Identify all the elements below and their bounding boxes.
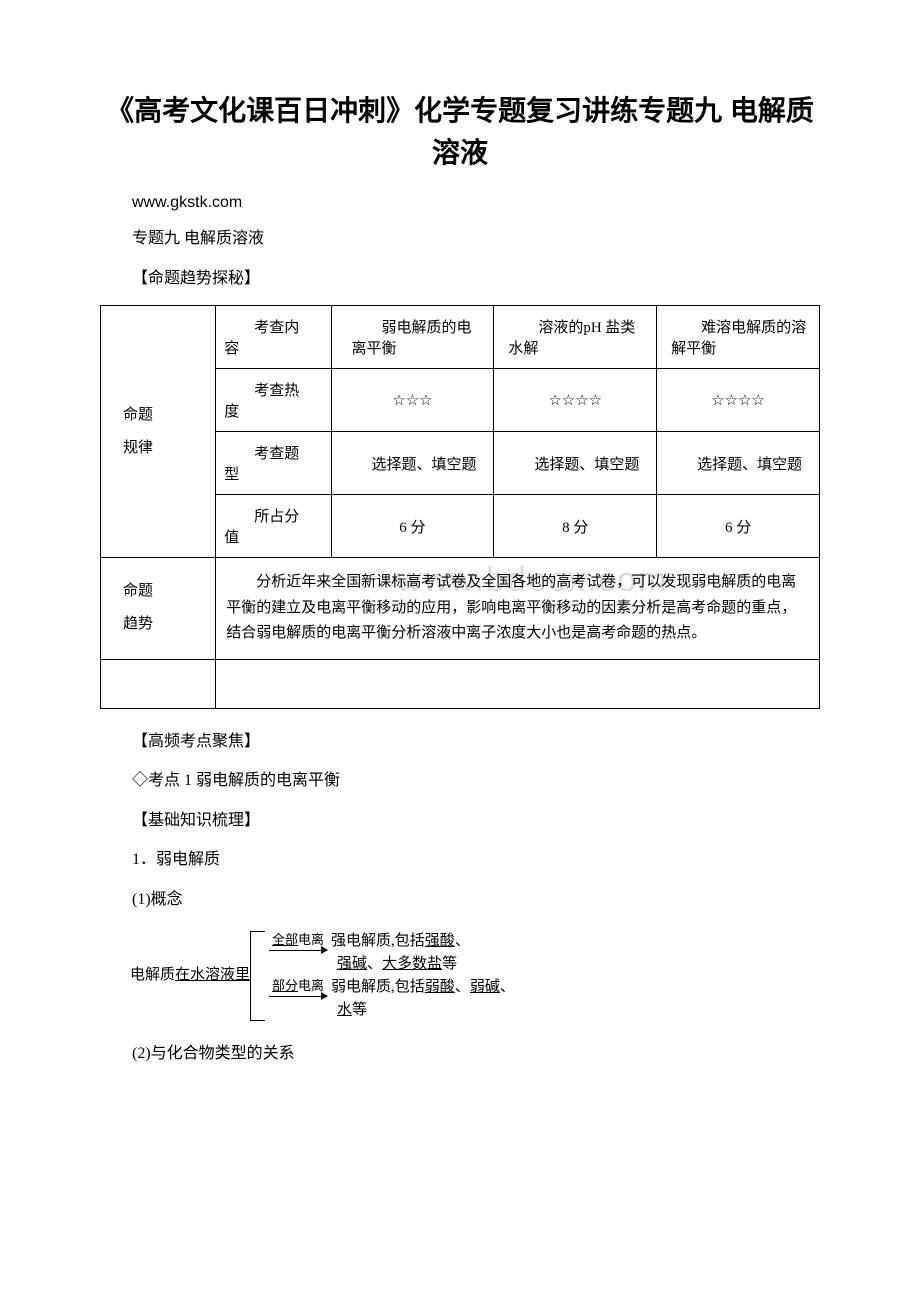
cell: ☆☆☆☆ — [494, 369, 657, 432]
lhs-underline: 在水溶液里 — [175, 965, 250, 986]
page-title: 《高考文化课百日冲刺》化学专题复习讲练专题九 电解质溶液 — [100, 90, 820, 174]
subtitle: 专题九 电解质溶液 — [100, 226, 820, 252]
section-heading-2: 【高频考点聚焦】 — [100, 729, 820, 755]
branch-1-line2: 强碱、大多数盐等 — [337, 954, 515, 975]
cell: 选择题、填空题 — [494, 432, 657, 495]
sub-label-heat: 考查热度 — [216, 369, 331, 432]
basic-heading: 【基础知识梳理】 — [100, 808, 820, 834]
cell: 难溶电解质的溶解平衡 — [657, 306, 820, 369]
table-row: 命题 规律 考查内容 弱电解质的电离平衡 溶液的pH 盐类水解 难溶电解质的溶解… — [101, 306, 820, 369]
concept-diagram: 电解质 在水溶液里 全部电离 强电解质,包括强酸、 强碱、大多数盐等 部分电离 … — [130, 927, 820, 1025]
table-row: 命题 趋势 www.bdocx.com 分析近年来全国新课标高考试卷及全国各地的… — [101, 558, 820, 660]
arrow-icon: 全部电离 — [269, 931, 327, 951]
trend-cell: www.bdocx.com 分析近年来全国新课标高考试卷及全国各地的高考试卷，可… — [216, 558, 820, 660]
heading-1: 1．弱电解质 — [100, 847, 820, 873]
branch-1: 全部电离 强电解质,包括强酸、 — [265, 931, 515, 952]
cell: 溶液的pH 盐类水解 — [494, 306, 657, 369]
exam-table: 命题 规律 考查内容 弱电解质的电离平衡 溶液的pH 盐类水解 难溶电解质的溶解… — [100, 305, 820, 709]
cell: 6 分 — [657, 495, 820, 558]
lhs-text: 电解质 — [130, 965, 175, 986]
cell: 8 分 — [494, 495, 657, 558]
cell: 6 分 — [331, 495, 494, 558]
row-label-trend: 命题 趋势 — [101, 558, 216, 660]
branch-2-line2: 水等 — [337, 1000, 515, 1021]
cell: ☆☆☆ — [331, 369, 494, 432]
arrow-icon: 部分电离 — [269, 977, 327, 997]
cell-empty — [101, 659, 216, 708]
table-row-empty — [101, 659, 820, 708]
branch-2: 部分电离 弱电解质,包括弱酸、弱碱、 — [265, 977, 515, 998]
para-concept: (1)概念 — [100, 887, 820, 913]
row-label-rules: 命题 规律 — [101, 306, 216, 558]
sub-label-content: 考查内容 — [216, 306, 331, 369]
cell: 选择题、填空题 — [331, 432, 494, 495]
keypoint-1: ◇考点 1 弱电解质的电离平衡 — [100, 768, 820, 794]
sub-label-type: 考查题型 — [216, 432, 331, 495]
bracket-icon — [250, 931, 265, 1021]
section-heading-1: 【命题趋势探秘】 — [100, 266, 820, 292]
cell-empty — [216, 659, 820, 708]
cell: ☆☆☆☆ — [657, 369, 820, 432]
cell: 选择题、填空题 — [657, 432, 820, 495]
source-url: www.gkstk.com — [100, 194, 820, 212]
cell: 弱电解质的电离平衡 — [331, 306, 494, 369]
sub-label-score: 所占分值 — [216, 495, 331, 558]
para-relation: (2)与化合物类型的关系 — [100, 1041, 820, 1067]
